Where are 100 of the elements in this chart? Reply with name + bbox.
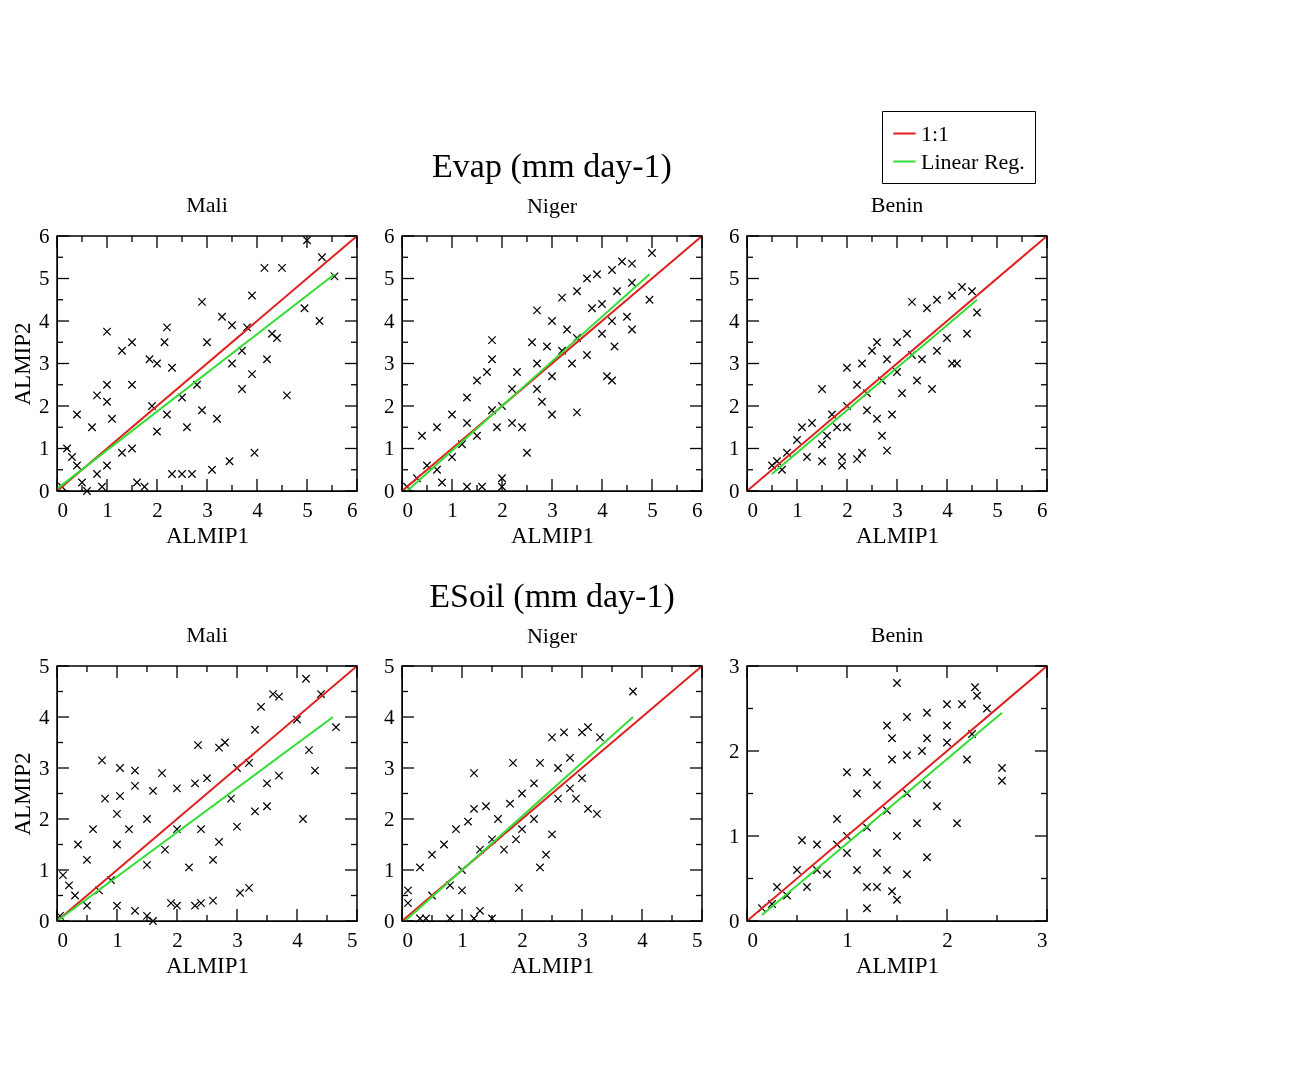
y-tick-label: 3 <box>384 351 395 375</box>
x-tick-label: 6 <box>347 497 358 522</box>
x-tick-label: 3 <box>547 497 558 522</box>
x-tick-label: 2 <box>517 927 528 952</box>
point <box>469 768 479 778</box>
y-tick-label: 5 <box>384 653 395 678</box>
point <box>595 733 605 742</box>
y-tick-label: 5 <box>384 266 395 290</box>
y-tick-label: 2 <box>39 806 50 831</box>
point <box>439 840 449 849</box>
x-tick-label: 1 <box>447 497 458 522</box>
point <box>583 722 593 732</box>
y-tick-label: 4 <box>729 308 740 333</box>
point <box>565 784 575 793</box>
x-axis-title: ALMIP1 <box>855 952 940 978</box>
y-tick-label: 1 <box>729 436 740 460</box>
y-tick-label: 6 <box>384 223 395 248</box>
point <box>505 799 515 809</box>
x-tick-label: 0 <box>402 497 413 522</box>
x-tick-label: 2 <box>172 927 183 952</box>
x-axis-title: ALMIP1 <box>855 522 940 548</box>
x-tick-label: 3 <box>202 497 213 522</box>
x-tick-label: 2 <box>842 497 853 522</box>
y-tick-label: 4 <box>384 308 395 333</box>
chart-title: Benin <box>870 192 924 217</box>
y-tick-label: 3 <box>39 351 50 375</box>
x-tick-label: 6 <box>1037 497 1048 522</box>
x-tick-label: 4 <box>252 497 264 522</box>
point <box>445 914 455 923</box>
x-tick-label: 0 <box>747 497 758 522</box>
chart-title: ESoil (mm day-1) <box>429 577 675 615</box>
y-tick-label: 1 <box>729 823 740 848</box>
y-tick-label: 4 <box>39 308 50 333</box>
x-tick-label: 0 <box>747 927 758 952</box>
x-tick-label: 2 <box>152 497 163 522</box>
point <box>451 824 461 834</box>
x-tick-label: 4 <box>942 497 954 522</box>
y-tick-label: 0 <box>729 908 740 933</box>
y-tick-label: 4 <box>384 704 395 729</box>
point <box>583 804 593 814</box>
y-tick-label: 0 <box>39 908 50 933</box>
point <box>427 850 437 860</box>
x-tick-label: 4 <box>597 497 609 522</box>
y-tick-label: 5 <box>39 266 50 290</box>
point <box>565 753 575 763</box>
y-tick-label: 3 <box>729 351 740 375</box>
x-tick-label: 5 <box>302 497 313 522</box>
y-tick-label: 5 <box>39 653 50 678</box>
x-tick-label: 1 <box>112 927 123 952</box>
y-tick-label: 1 <box>39 857 50 882</box>
y-tick-label: 1 <box>384 436 395 460</box>
point <box>457 886 467 895</box>
y-tick-label: 0 <box>384 478 395 503</box>
point <box>529 814 539 824</box>
legend-label: Linear Reg. <box>921 148 1025 174</box>
point <box>487 914 497 923</box>
chart-subtitle: Niger <box>526 623 578 648</box>
x-tick-label: 2 <box>942 927 953 952</box>
x-tick-label: 1 <box>457 927 468 952</box>
y-tick-label: 6 <box>39 223 50 248</box>
y-tick-label: 4 <box>39 704 50 729</box>
point <box>529 778 539 788</box>
point <box>628 687 638 696</box>
y-tick-label: 5 <box>729 266 740 290</box>
x-axis-title: ALMIP1 <box>165 522 250 548</box>
y-tick-label: 2 <box>729 738 740 763</box>
x-tick-label: 3 <box>1037 927 1048 952</box>
point <box>547 733 557 742</box>
x-tick-label: 1 <box>842 927 853 952</box>
point <box>469 804 479 814</box>
point <box>553 794 563 803</box>
chart-title: Benin <box>870 622 924 647</box>
point <box>535 758 545 768</box>
x-axis-title: ALMIP1 <box>510 952 595 978</box>
x-tick-label: 5 <box>347 927 358 952</box>
point <box>493 814 503 824</box>
x-tick-label: 5 <box>692 927 703 952</box>
x-tick-label: 4 <box>292 927 304 952</box>
y-tick-label: 1 <box>384 857 395 882</box>
point <box>517 824 527 834</box>
point <box>445 880 455 890</box>
y-axis-title: ALMIP2 <box>10 752 35 836</box>
x-tick-label: 1 <box>792 497 803 522</box>
point <box>475 906 485 916</box>
point <box>592 809 602 819</box>
x-tick-label: 3 <box>232 927 243 952</box>
x-tick-label: 0 <box>402 927 413 952</box>
chart-title: Mali <box>186 192 228 217</box>
point <box>541 850 551 860</box>
y-tick-label: 2 <box>384 806 395 831</box>
y-tick-label: 2 <box>384 393 395 418</box>
x-axis-title: ALMIP1 <box>510 522 595 548</box>
y-tick-label: 0 <box>39 478 50 503</box>
point <box>403 898 413 908</box>
x-tick-label: 1 <box>102 497 113 522</box>
point <box>559 727 569 737</box>
point <box>577 727 587 737</box>
y-tick-label: 6 <box>729 223 740 248</box>
point <box>415 863 425 872</box>
point <box>535 863 545 872</box>
